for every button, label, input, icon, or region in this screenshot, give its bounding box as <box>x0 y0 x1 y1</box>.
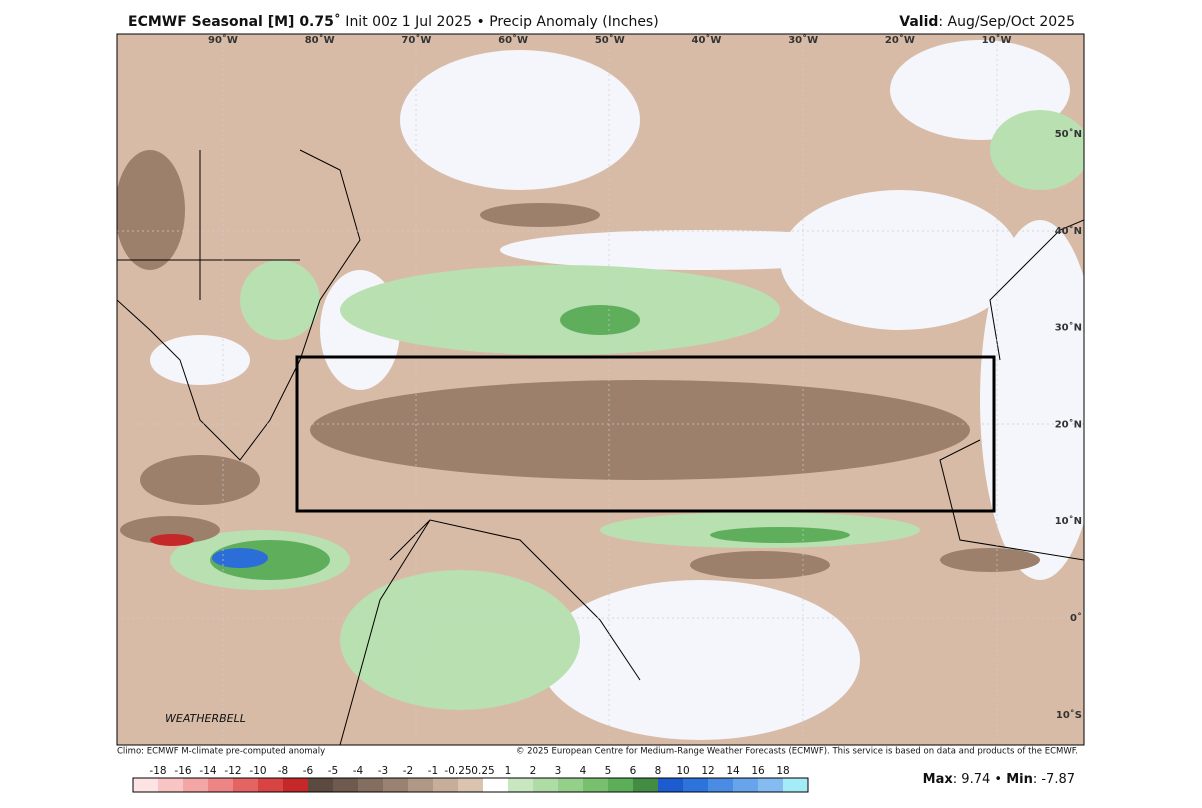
colorbar-swatch <box>358 778 383 792</box>
colorbar-swatch <box>208 778 233 792</box>
colorbar-swatch <box>308 778 333 792</box>
colorbar-frame <box>132 777 809 793</box>
colorbar-swatch <box>233 778 258 792</box>
title: ECMWF Seasonal [M] 0.75˚ Init 00z 1 Jul … <box>128 13 659 30</box>
colorbar-label: 18 <box>776 765 789 777</box>
colorbar-swatch <box>458 778 483 792</box>
colorbar-swatch <box>558 778 583 792</box>
valid-value: : Aug/Sep/Oct 2025 <box>938 14 1075 30</box>
colorbar-swatch <box>433 778 458 792</box>
colorbar-label: -8 <box>278 765 288 777</box>
lat-label: 20˚N <box>1055 418 1082 430</box>
colorbar-swatch <box>583 778 608 792</box>
lon-label: 20˚W <box>885 34 915 46</box>
colorbar-label: 14 <box>726 765 740 777</box>
lon-label: 40˚W <box>692 34 722 46</box>
dry-areas <box>117 150 1040 579</box>
max-label: Max <box>923 772 954 787</box>
colorbar-label: -12 <box>224 765 241 777</box>
map: WEATHERBELL <box>117 34 1084 745</box>
colorbar-label: 2 <box>530 765 537 777</box>
lat-label: 10˚S <box>1056 709 1082 721</box>
lon-label: 50˚W <box>595 34 625 46</box>
valid-label: Valid <box>899 14 938 30</box>
colorbar-label: -2 <box>403 765 413 777</box>
stats: Max: 9.74 • Min: -7.87 <box>923 772 1075 787</box>
colorbar-label: 5 <box>605 765 612 777</box>
colorbar-swatch <box>533 778 558 792</box>
lon-labels: 90˚W 80˚W 70˚W 60˚W 50˚W 40˚W 30˚W 20˚W 10˚W <box>208 34 1012 46</box>
colorbar-swatch <box>508 778 533 792</box>
title-bold: ECMWF Seasonal [M] 0.75˚ <box>128 13 341 30</box>
colorbar-label: -16 <box>174 765 191 777</box>
valid: Valid: Aug/Sep/Oct 2025 <box>899 14 1075 30</box>
colorbar-swatch <box>758 778 783 792</box>
max-value: : 9.74 <box>953 772 990 787</box>
colorbar-label: 16 <box>751 765 765 777</box>
colorbar-label: 1 <box>505 765 512 777</box>
colorbar-label: 8 <box>655 765 662 777</box>
colorbar-label: -5 <box>328 765 338 777</box>
lon-label: 10˚W <box>982 34 1012 46</box>
min-label: Min <box>1006 772 1033 787</box>
graticule <box>117 34 1084 745</box>
map-frame <box>116 33 1085 746</box>
min-area <box>150 534 194 546</box>
lat-label: 50˚N <box>1055 128 1082 140</box>
colorbar-label: -4 <box>353 765 364 777</box>
separator: • <box>990 772 1006 787</box>
colorbar-swatch <box>683 778 708 792</box>
colorbar-swatch <box>183 778 208 792</box>
lat-label: 40˚N <box>1055 225 1082 237</box>
lon-label: 60˚W <box>498 34 528 46</box>
colorbar-swatch <box>158 778 183 792</box>
lat-label: 10˚N <box>1055 515 1082 527</box>
min-value: : -7.87 <box>1033 772 1075 787</box>
colorbar-swatch <box>408 778 433 792</box>
lon-label: 80˚W <box>305 34 335 46</box>
colorbar-label: 0.25 <box>471 765 494 777</box>
lon-label: 30˚W <box>788 34 818 46</box>
colorbar-label: -3 <box>378 765 388 777</box>
colorbar-label: -1 <box>428 765 438 777</box>
colorbar-label: -0.25 <box>444 765 471 777</box>
colorbar-swatch <box>733 778 758 792</box>
max-area <box>212 548 268 568</box>
lat-labels: 50˚N 40˚N 30˚N 20˚N 10˚N 0˚ 10˚S <box>1055 128 1082 721</box>
lon-label: 90˚W <box>208 34 238 46</box>
colorbar-swatch <box>783 778 808 792</box>
lat-label: 30˚N <box>1055 322 1082 334</box>
colorbar-swatch <box>283 778 308 792</box>
colorbar-label: -14 <box>199 765 216 777</box>
footer-right: © 2025 European Centre for Medium-Range … <box>516 747 1078 757</box>
coastlines <box>117 149 1084 745</box>
colorbar-swatch <box>133 778 158 792</box>
title-rest: Init 00z 1 Jul 2025 • Precip Anomaly (In… <box>341 14 659 30</box>
colorbar-label: 12 <box>701 765 714 777</box>
footer-left: Climo: ECMWF M-climate pre-computed anom… <box>117 747 325 757</box>
region-box <box>295 355 996 513</box>
colorbar-label: 10 <box>676 765 689 777</box>
colorbar-swatch <box>633 778 658 792</box>
colorbar-swatch <box>658 778 683 792</box>
logo: WEATHERBELL <box>165 712 246 725</box>
colorbar-swatch <box>608 778 633 792</box>
colorbar-label: -6 <box>303 765 314 777</box>
colorbar-label: 3 <box>555 765 562 777</box>
lat-label: 0˚ <box>1070 612 1082 624</box>
lon-label: 70˚W <box>401 34 431 46</box>
colorbar-swatch <box>483 778 508 792</box>
colorbar-label: -18 <box>149 765 166 777</box>
colorbar: -18 -16 -14 -12 -10 -8 -6 -5 -4 -3 -2 -1 -0.25 0.25 1 2… <box>132 765 809 793</box>
colorbar-swatch <box>383 778 408 792</box>
colorbar-swatch <box>258 778 283 792</box>
colorbar-label: 4 <box>580 765 587 777</box>
colorbar-swatch <box>333 778 358 792</box>
colorbar-swatch <box>708 778 733 792</box>
colorbar-label: -10 <box>249 765 266 777</box>
colorbar-label: 6 <box>630 765 637 777</box>
